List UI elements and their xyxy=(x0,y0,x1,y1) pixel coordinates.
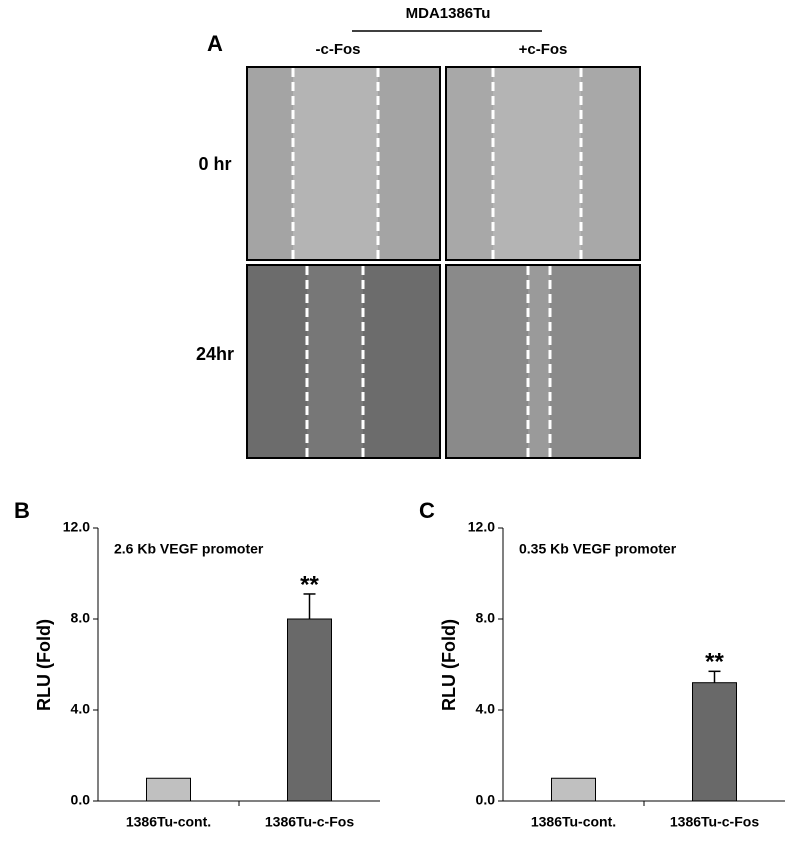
panel-label: A xyxy=(207,31,223,56)
x-tick-label: 1386Tu-cont. xyxy=(531,814,616,830)
x-tick-label: 1386Tu-c-Fos xyxy=(265,814,354,830)
bar xyxy=(287,618,332,802)
y-tick-label: 4.0 xyxy=(71,701,91,717)
chart-title: 2.6 Kb VEGF promoter xyxy=(114,541,264,557)
cell-line: MDA1386Tu xyxy=(406,5,491,22)
error-bar xyxy=(303,593,316,619)
y-tick-label: 4.0 xyxy=(476,701,496,717)
bar xyxy=(551,777,596,802)
panel-label: C xyxy=(419,498,435,523)
x-tick-label: 1386Tu-cont. xyxy=(126,814,211,830)
chart-title: 0.35 Kb VEGF promoter xyxy=(519,541,677,557)
y-tick-label: 12.0 xyxy=(468,519,495,535)
y-tick-label: 0.0 xyxy=(71,792,91,808)
column-label: +c-Fos xyxy=(519,41,568,58)
error-bar xyxy=(708,670,721,683)
y-tick-label: 0.0 xyxy=(476,792,496,808)
y-tick-label: 8.0 xyxy=(71,610,91,626)
row-label: 0 hr xyxy=(198,154,231,174)
column-label: -c-Fos xyxy=(316,41,361,58)
significance: ** xyxy=(705,649,724,676)
row-label: 24hr xyxy=(196,344,234,364)
y-tick-label: 8.0 xyxy=(476,610,496,626)
bar xyxy=(692,682,737,802)
y-axis-label: RLU (Fold) xyxy=(439,619,459,711)
y-tick-label: 12.0 xyxy=(63,519,90,535)
significance: ** xyxy=(300,571,319,598)
micrographs xyxy=(246,66,641,459)
x-tick-label: 1386Tu-c-Fos xyxy=(670,814,759,830)
bar xyxy=(146,777,191,802)
panel-label: B xyxy=(14,498,30,523)
y-axis-label: RLU (Fold) xyxy=(34,619,54,711)
